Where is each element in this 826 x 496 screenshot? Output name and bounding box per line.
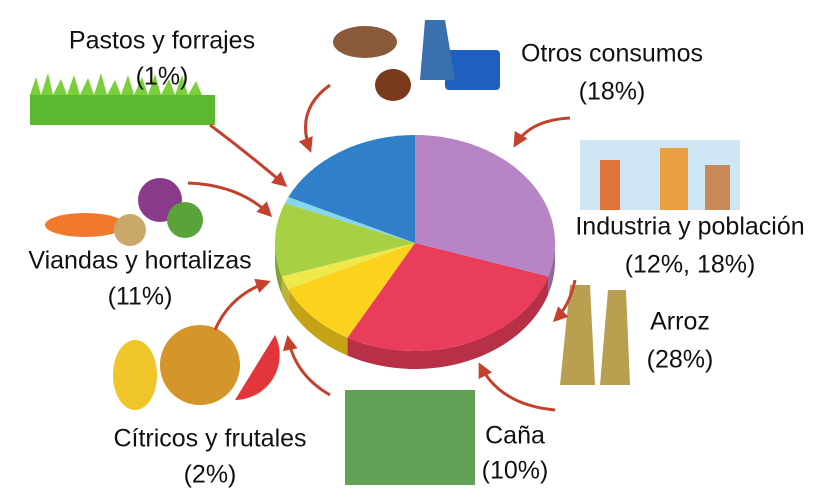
building (660, 148, 688, 210)
pineapple (160, 325, 240, 405)
arrow (515, 118, 570, 145)
category-label: Otros consumos (521, 40, 703, 68)
category-label: Pastos y forrajes (69, 27, 255, 55)
arrow (210, 125, 285, 185)
chart: Industria y población (12%, 18%) Arroz (28%… (0, 0, 826, 491)
potato (114, 214, 146, 246)
category-label: Caña (485, 422, 545, 450)
arrow (215, 282, 268, 330)
banana (113, 340, 157, 410)
value-label: (18%) (579, 78, 646, 106)
value-label: (10%) (482, 457, 549, 485)
cow (333, 26, 397, 58)
value-label: (28%) (647, 346, 714, 374)
arrow (288, 338, 330, 395)
watermelon (235, 335, 280, 400)
arrow (480, 365, 555, 410)
value-label: (12%, 18%) (625, 251, 756, 279)
arrow (306, 85, 331, 150)
value-label: (2%) (184, 461, 237, 489)
category-label: Industria y población (575, 213, 804, 241)
building (600, 160, 620, 210)
building (705, 165, 730, 210)
rooster (375, 69, 411, 101)
value-label: (1%) (136, 63, 189, 91)
carrot (45, 213, 125, 237)
broccoli (167, 202, 203, 238)
pie (275, 135, 555, 369)
category-label: Arroz (650, 308, 710, 336)
arrow (188, 183, 270, 215)
cane (345, 390, 475, 485)
shopper (420, 20, 455, 80)
category-label: Viandas y hortalizas (28, 247, 251, 275)
rice (560, 285, 630, 385)
grass (30, 95, 215, 125)
category-label: Cítricos y frutales (113, 425, 306, 453)
value-label: (11%) (108, 283, 173, 311)
